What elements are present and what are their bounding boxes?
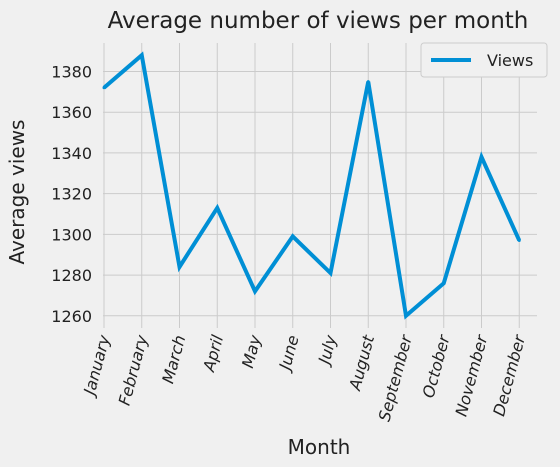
x-axis-label: Month [288, 435, 351, 459]
x-tick-label: March [158, 333, 189, 385]
legend-label-views: Views [487, 51, 533, 70]
data-point [140, 53, 144, 57]
y-tick-label: 1380 [51, 63, 92, 82]
series-group [102, 51, 522, 320]
x-tick-label: May [238, 333, 265, 370]
x-tick-label: December [489, 332, 529, 418]
x-tick-label: February [115, 333, 152, 408]
data-point [329, 271, 332, 275]
legend: Views [420, 42, 548, 78]
data-point [404, 314, 408, 318]
x-tick-label: October [419, 332, 454, 400]
y-tick-label: 1360 [51, 103, 92, 122]
x-tick-label: June [274, 333, 302, 375]
data-point [253, 289, 257, 293]
data-point [480, 155, 483, 159]
x-tick-label: November [451, 332, 491, 419]
series-line-views [102, 51, 522, 320]
x-tick-labels: January February March April May June July Augu… [79, 332, 529, 424]
y-tick-label: 1340 [51, 144, 92, 163]
data-point [291, 234, 295, 238]
y-tick-label: 1320 [51, 185, 92, 204]
y-axis-label: Average views [5, 120, 29, 265]
x-tick-label: July [314, 333, 341, 369]
legend-box [420, 42, 548, 78]
y-tick-label: 1300 [51, 225, 92, 244]
chart-title: Average number of views per month [108, 8, 529, 34]
x-tick-label: August [345, 332, 378, 393]
data-point [517, 238, 521, 242]
x-gridlines [103, 43, 520, 328]
y-tick-label: 1260 [51, 307, 92, 326]
data-point [102, 86, 106, 90]
data-point [215, 206, 219, 210]
data-point [442, 281, 446, 285]
x-tick-label: April [199, 333, 227, 375]
data-point [178, 265, 181, 269]
x-tick-label: January [79, 333, 114, 400]
data-point [366, 80, 370, 84]
x-tick-label: September [375, 332, 417, 424]
y-tick-label: 1280 [51, 266, 92, 285]
y-tick-labels: 1260 1280 1300 1320 1340 1360 1380 [51, 63, 92, 326]
